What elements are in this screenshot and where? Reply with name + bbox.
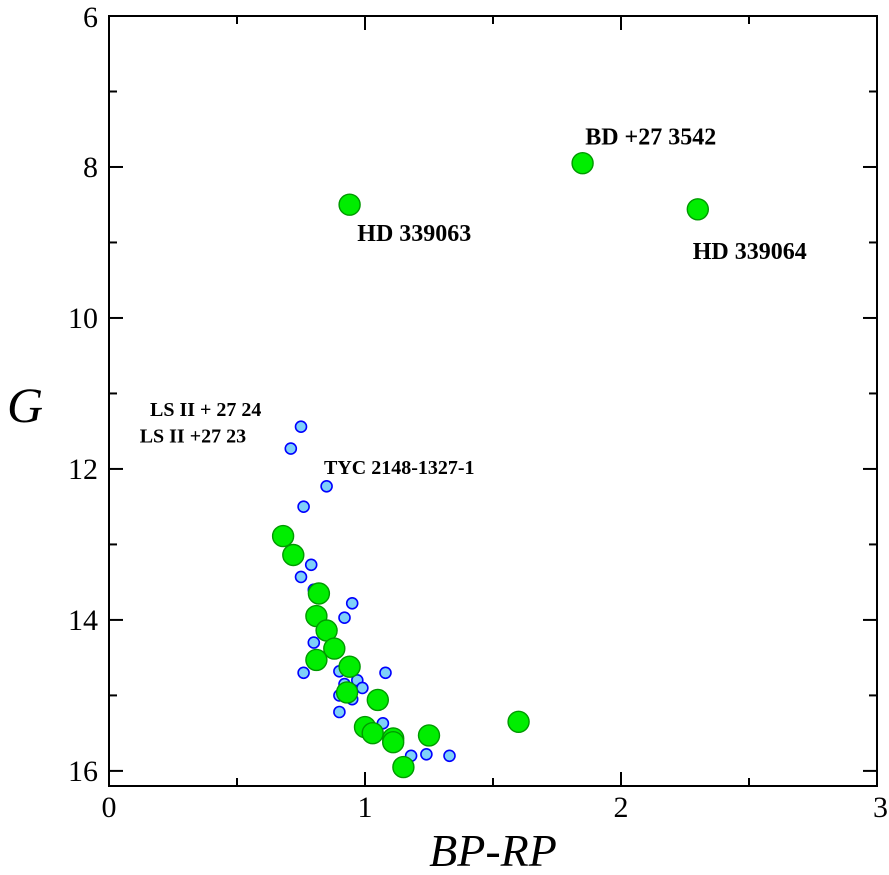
- data-point-small-blue: [338, 611, 351, 625]
- data-point-large-green: [366, 688, 389, 712]
- data-point-small-blue: [294, 420, 308, 434]
- data-point-large-green: [282, 543, 305, 567]
- x-tick-labels: 0 1 2 3: [102, 791, 889, 824]
- data-point-small-blue: [333, 705, 346, 719]
- data-point-small-blue: [356, 681, 369, 695]
- data-point-large-green: [507, 710, 530, 733]
- data-point-large-green: [338, 655, 361, 678]
- annotation-hd-339064: HD 339064: [693, 239, 807, 265]
- x-axis-title: BP-RP: [429, 825, 557, 875]
- data-point-small-blue: [297, 500, 310, 514]
- data-point-large-green: [382, 731, 405, 754]
- x-tick-label-0: 0: [102, 791, 117, 824]
- axis-ticks: [108, 15, 878, 786]
- data-point-small-blue: [284, 442, 298, 455]
- data-point-large-green: [361, 722, 384, 745]
- data-point-large-green: [338, 193, 361, 216]
- data-point-small-blue: [307, 636, 321, 649]
- data-point-small-blue: [420, 747, 433, 761]
- x-tick-label-2: 2: [614, 791, 629, 824]
- data-point-large-green: [686, 198, 709, 221]
- data-point-large-green: [323, 637, 346, 660]
- data-point-large-green: [571, 151, 594, 175]
- annotation-tyc-2148-1327-1: TYC 2148-1327-1: [324, 457, 475, 479]
- y-axis-title: G: [7, 377, 43, 433]
- data-point-large-green: [307, 582, 331, 605]
- y-tick-label-12: 12: [68, 453, 98, 486]
- data-point-large-green: [335, 681, 359, 704]
- data-point-small-blue: [294, 570, 308, 584]
- y-tick-label-8: 8: [83, 151, 98, 184]
- data-point-small-blue: [443, 749, 456, 763]
- data-point-large-green: [305, 648, 328, 672]
- data-point-small-blue: [304, 558, 318, 572]
- data-point-small-blue: [345, 596, 359, 610]
- star-annotations: BD +27 3542 HD 339063 HD 339064 LS II + …: [140, 124, 807, 479]
- data-point-large-green: [271, 524, 295, 548]
- annotation-bd-27-3542: BD +27 3542: [585, 124, 716, 150]
- data-point-small-blue: [320, 479, 333, 493]
- y-tick-label-14: 14: [68, 604, 98, 637]
- annotation-ls-ii-27-24: LS II + 27 24: [150, 399, 261, 421]
- x-tick-label-1: 1: [358, 791, 373, 824]
- y-tick-label-16: 16: [68, 755, 98, 788]
- data-point-large-green: [392, 755, 415, 779]
- data-point-small-blue: [379, 666, 392, 680]
- data-point-large-green: [417, 724, 441, 747]
- y-tick-labels: 6 8 10 12 14 16: [68, 1, 98, 788]
- annotation-hd-339063: HD 339063: [357, 221, 471, 247]
- data-point-small-blue: [297, 666, 310, 680]
- y-tick-label-6: 6: [83, 1, 98, 34]
- annotation-ls-ii-27-23: LS II +27 23: [140, 426, 246, 448]
- data-points: [271, 151, 709, 779]
- x-tick-label-3: 3: [873, 791, 888, 824]
- y-tick-label-10: 10: [68, 302, 98, 335]
